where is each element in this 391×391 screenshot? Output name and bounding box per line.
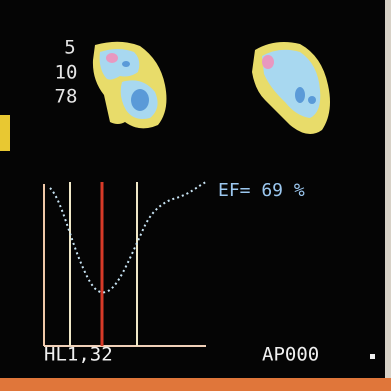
side-marker — [0, 115, 10, 151]
count-label: 5 — [64, 37, 75, 59]
bottom-bar — [0, 378, 391, 391]
screen: 5 10 78 EF= 69 % HL1,32 AP000 — [0, 0, 391, 391]
indicator-dot — [370, 354, 375, 359]
ejection-fraction: EF= 69 % — [218, 180, 305, 201]
curve-label: HL1,32 — [44, 344, 113, 366]
count-label: 78 — [55, 86, 78, 108]
background — [0, 0, 391, 391]
study-code: AP000 — [262, 344, 319, 366]
count-label: 10 — [55, 62, 78, 84]
right-edge — [385, 0, 391, 378]
